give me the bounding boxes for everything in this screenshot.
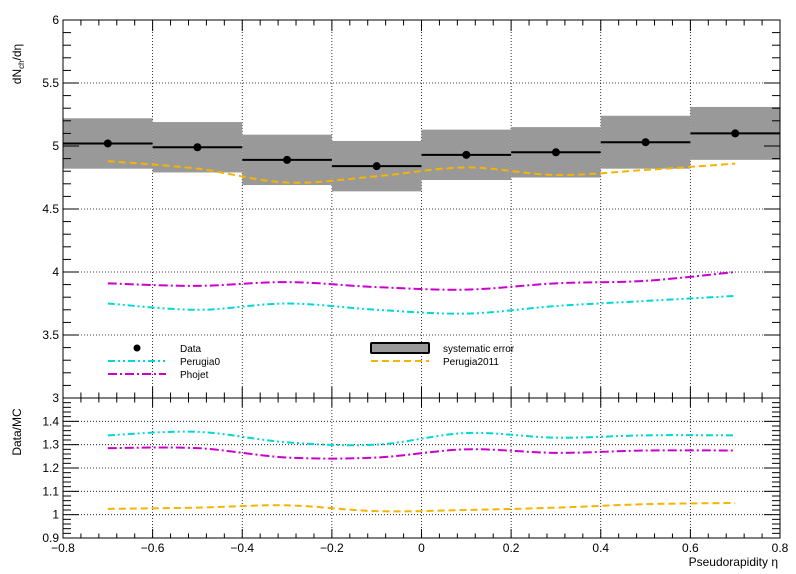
mc-curve-phojet (107, 271, 736, 291)
main-y-tick-label: 5 (52, 139, 59, 153)
ratio-axis-ticks (62, 397, 781, 539)
ratio-y-tick-label: 1.1 (42, 484, 59, 498)
ratio-y-tick-label: 0.9 (42, 531, 59, 545)
ratio-y-axis-label: Data/MC (10, 408, 24, 456)
data-point (103, 139, 112, 148)
data-point (283, 155, 292, 164)
ratio-y-tick-label: 1.3 (42, 438, 59, 452)
main-mc-curves (107, 160, 736, 315)
x-tick-label: −0.8 (51, 541, 75, 555)
ratio-curve-perugia2011 (107, 502, 736, 513)
main-panel: 3 3.5 4 4.5 5 5.5 6 dNch/dη Data Perugia0 Phojet… (10, 13, 781, 405)
ratio-panel: 0.9 1 1.1 1.2 1.3 1.4 −0.8 −0.6 −0.4 −0.2 0 0.2 0.4… (10, 397, 789, 569)
x-tick-label: −0.6 (141, 541, 165, 555)
x-tick-label: 0 (418, 541, 425, 555)
x-tick-label: 0.4 (592, 541, 609, 555)
data-point (641, 138, 650, 147)
x-tick-label: 0.8 (772, 541, 789, 555)
ratio-curve-perugia0 (107, 430, 736, 447)
x-tick-label: 0.6 (682, 541, 699, 555)
legend-label: Perugia0 (180, 357, 220, 368)
main-y-tick-label: 4 (52, 265, 59, 279)
legend-label: systematic error (443, 344, 515, 355)
ratio-curve-phojet (107, 446, 736, 460)
x-tick-label: −0.4 (230, 541, 254, 555)
x-tick-labels: −0.8 −0.6 −0.4 −0.2 0 0.2 0.4 0.6 0.8 (51, 541, 789, 555)
main-y-tick-label: 6 (52, 13, 59, 27)
x-tick-label: −0.2 (320, 541, 344, 555)
data-point (731, 129, 740, 138)
main-y-tick-labels: 3 3.5 4 4.5 5 5.5 6 (42, 13, 59, 405)
data-point (551, 148, 560, 157)
ratio-grid (63, 398, 780, 538)
legend-label: Data (180, 344, 202, 355)
main-y-tick-label: 3.5 (42, 328, 59, 342)
legend-data-marker (133, 344, 141, 352)
legend: Data Perugia0 Phojet systematic error Perugi… (108, 342, 515, 381)
data-point (462, 150, 471, 159)
mc-curve-perugia2011 (107, 160, 736, 184)
ratio-y-tick-label: 1.2 (42, 461, 59, 475)
data-point (193, 143, 202, 152)
main-y-tick-label: 4.5 (42, 202, 59, 216)
legend-label: Perugia2011 (443, 357, 499, 368)
ratio-y-tick-label: 1.4 (42, 414, 59, 428)
legend-systematic-box (370, 342, 430, 354)
x-tick-label: 0.2 (503, 541, 520, 555)
main-y-axis-label: dNch/dη (10, 44, 26, 84)
x-axis-label: Pseudorapidity η (689, 555, 778, 569)
data-point (372, 162, 381, 171)
ratio-y-tick-labels: 0.9 1 1.1 1.2 1.3 1.4 (42, 414, 59, 545)
data-points (63, 129, 780, 171)
legend-label: Phojet (180, 370, 209, 381)
main-y-tick-label: 3 (52, 391, 59, 405)
ratio-y-tick-label: 1 (52, 508, 59, 522)
mc-curve-perugia0 (107, 294, 736, 315)
main-y-tick-label: 5.5 (42, 76, 59, 90)
ratio-curves (107, 430, 736, 513)
